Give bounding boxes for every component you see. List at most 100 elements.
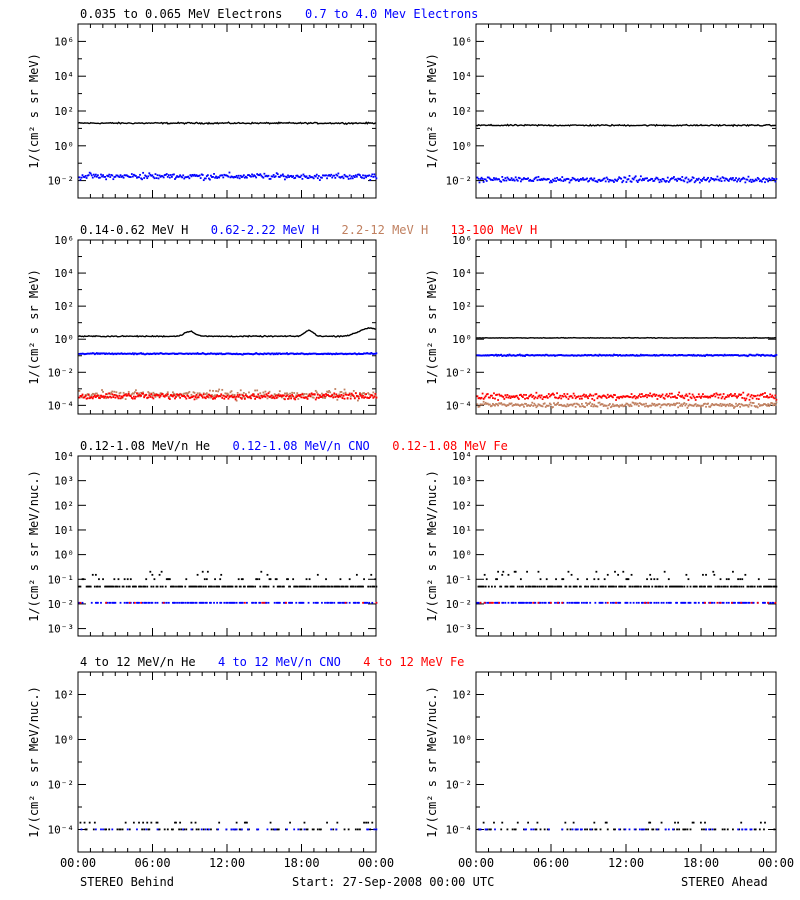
data-point — [638, 402, 641, 405]
data-point — [270, 175, 273, 178]
data-point — [659, 406, 662, 409]
data-point — [332, 396, 335, 399]
data-point — [249, 395, 251, 398]
data-point — [316, 601, 319, 604]
data-point — [198, 601, 201, 604]
data-point — [347, 352, 350, 355]
data-point — [317, 397, 320, 399]
data-point — [329, 175, 332, 177]
data-point — [615, 404, 617, 407]
data-point — [204, 177, 207, 180]
data-point — [310, 352, 313, 355]
data-point — [763, 585, 765, 588]
data-point — [138, 176, 140, 179]
data-point — [371, 585, 374, 588]
data-point — [216, 352, 219, 355]
data-point — [667, 403, 670, 405]
data-point — [502, 396, 505, 398]
data-point — [655, 393, 658, 396]
data-point — [496, 578, 498, 581]
y-tick-label: 10⁻⁴ — [446, 399, 473, 412]
data-point — [151, 601, 154, 604]
data-point — [582, 405, 584, 408]
data-point — [112, 178, 115, 181]
data-point — [218, 395, 221, 397]
data-point — [528, 179, 531, 182]
data-point — [212, 398, 214, 400]
data-point — [769, 585, 772, 588]
data-point — [330, 173, 333, 176]
data-point — [259, 397, 262, 400]
data-point — [333, 353, 336, 355]
data-point — [136, 601, 138, 604]
data-point — [215, 585, 217, 588]
data-point — [515, 354, 518, 357]
data-point — [606, 393, 609, 396]
data-point — [100, 601, 102, 604]
data-point — [161, 352, 164, 355]
data-point — [340, 176, 343, 178]
data-point — [524, 402, 526, 405]
data-point — [370, 573, 373, 576]
data-point — [279, 353, 282, 355]
data-point — [583, 354, 585, 357]
data-point — [517, 404, 520, 407]
data-point — [555, 180, 557, 182]
data-point — [718, 179, 721, 182]
data-point — [705, 354, 707, 357]
y-tick-label: 10⁻² — [446, 366, 473, 379]
data-point — [703, 403, 705, 405]
data-point — [718, 601, 721, 604]
data-point — [733, 585, 735, 588]
data-point — [731, 601, 733, 604]
data-point — [197, 828, 200, 831]
data-point — [661, 403, 664, 406]
data-point — [641, 828, 643, 831]
data-point — [736, 396, 738, 399]
data-point — [509, 354, 512, 357]
data-point — [327, 585, 329, 588]
data-point — [723, 403, 726, 406]
data-point — [358, 173, 360, 176]
data-point — [230, 828, 233, 831]
data-point — [601, 585, 604, 588]
data-point — [672, 177, 674, 180]
data-point — [510, 585, 513, 588]
data-point — [288, 353, 290, 355]
data-point — [79, 601, 82, 604]
data-point — [347, 178, 350, 180]
data-point — [718, 393, 721, 396]
data-point — [622, 405, 625, 408]
data-point — [102, 390, 104, 393]
data-point — [159, 352, 162, 354]
data-point — [714, 178, 717, 181]
data-point — [681, 601, 684, 604]
data-point — [531, 179, 534, 182]
data-point — [744, 181, 747, 184]
data-point — [543, 354, 546, 357]
data-point — [375, 828, 378, 831]
data-point — [263, 585, 266, 588]
data-point — [679, 354, 682, 357]
data-point — [247, 585, 249, 588]
data-point — [655, 828, 658, 831]
data-point — [285, 395, 287, 398]
data-point — [595, 393, 598, 395]
data-point — [562, 578, 565, 581]
data-point — [660, 821, 663, 824]
data-point — [190, 393, 193, 396]
data-point — [717, 396, 720, 399]
data-point — [369, 396, 372, 398]
data-point — [669, 585, 672, 588]
data-point — [564, 395, 567, 397]
data-point — [140, 352, 142, 354]
data-point — [560, 585, 563, 588]
data-point — [706, 353, 708, 356]
data-point — [478, 181, 481, 184]
data-point — [599, 180, 602, 182]
data-point — [156, 601, 159, 604]
data-point — [768, 354, 771, 357]
data-point — [278, 395, 281, 398]
data-point — [160, 570, 163, 573]
data-point — [192, 174, 195, 177]
